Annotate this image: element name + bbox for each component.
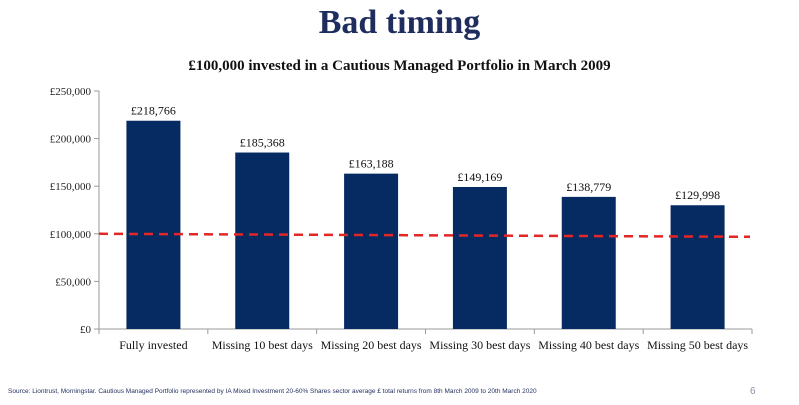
bar [126, 120, 181, 329]
bar [344, 173, 399, 329]
bar [452, 186, 507, 329]
category-label: Missing 50 best days [647, 338, 748, 352]
slide-title: Bad timing [318, 4, 481, 41]
category-label: Missing 40 best days [538, 338, 639, 352]
bar [561, 196, 616, 329]
data-label: £129,998 [675, 188, 720, 202]
axes-layer: £0 £50,000 £100,000 £150,000 £200,000 £250,00… [50, 86, 753, 336]
data-label: £149,169 [457, 170, 502, 184]
chart-title: £100,000 invested in a Cautious Managed … [188, 58, 611, 74]
y-tick-label: £50,000 [55, 276, 91, 288]
labels-layer: £218,766 Fully invested £185,368 Missing 10… [119, 104, 748, 352]
bars-layer [126, 120, 725, 329]
data-label: £138,779 [566, 180, 611, 194]
y-tick-label: £150,000 [50, 181, 92, 193]
reference-line-layer [98, 232, 751, 239]
category-label: Missing 30 best days [429, 338, 530, 352]
category-label: Missing 20 best days [321, 338, 422, 352]
y-tick-label: £100,000 [50, 229, 92, 241]
bar [235, 152, 290, 329]
y-tick-label: £0 [80, 324, 92, 336]
data-label: £218,766 [131, 104, 176, 118]
reference-line [98, 232, 751, 239]
page-number: 6 [750, 386, 756, 397]
source-note: Source: Liontrust, Morningstar. Cautious… [8, 388, 537, 395]
category-label: Fully invested [119, 338, 187, 352]
y-tick-label: £250,000 [50, 86, 92, 98]
category-label: Missing 10 best days [212, 338, 313, 352]
data-label: £163,188 [349, 157, 394, 171]
bar [670, 205, 725, 329]
y-tick-label: £200,000 [50, 134, 92, 146]
data-label: £185,368 [240, 136, 285, 150]
